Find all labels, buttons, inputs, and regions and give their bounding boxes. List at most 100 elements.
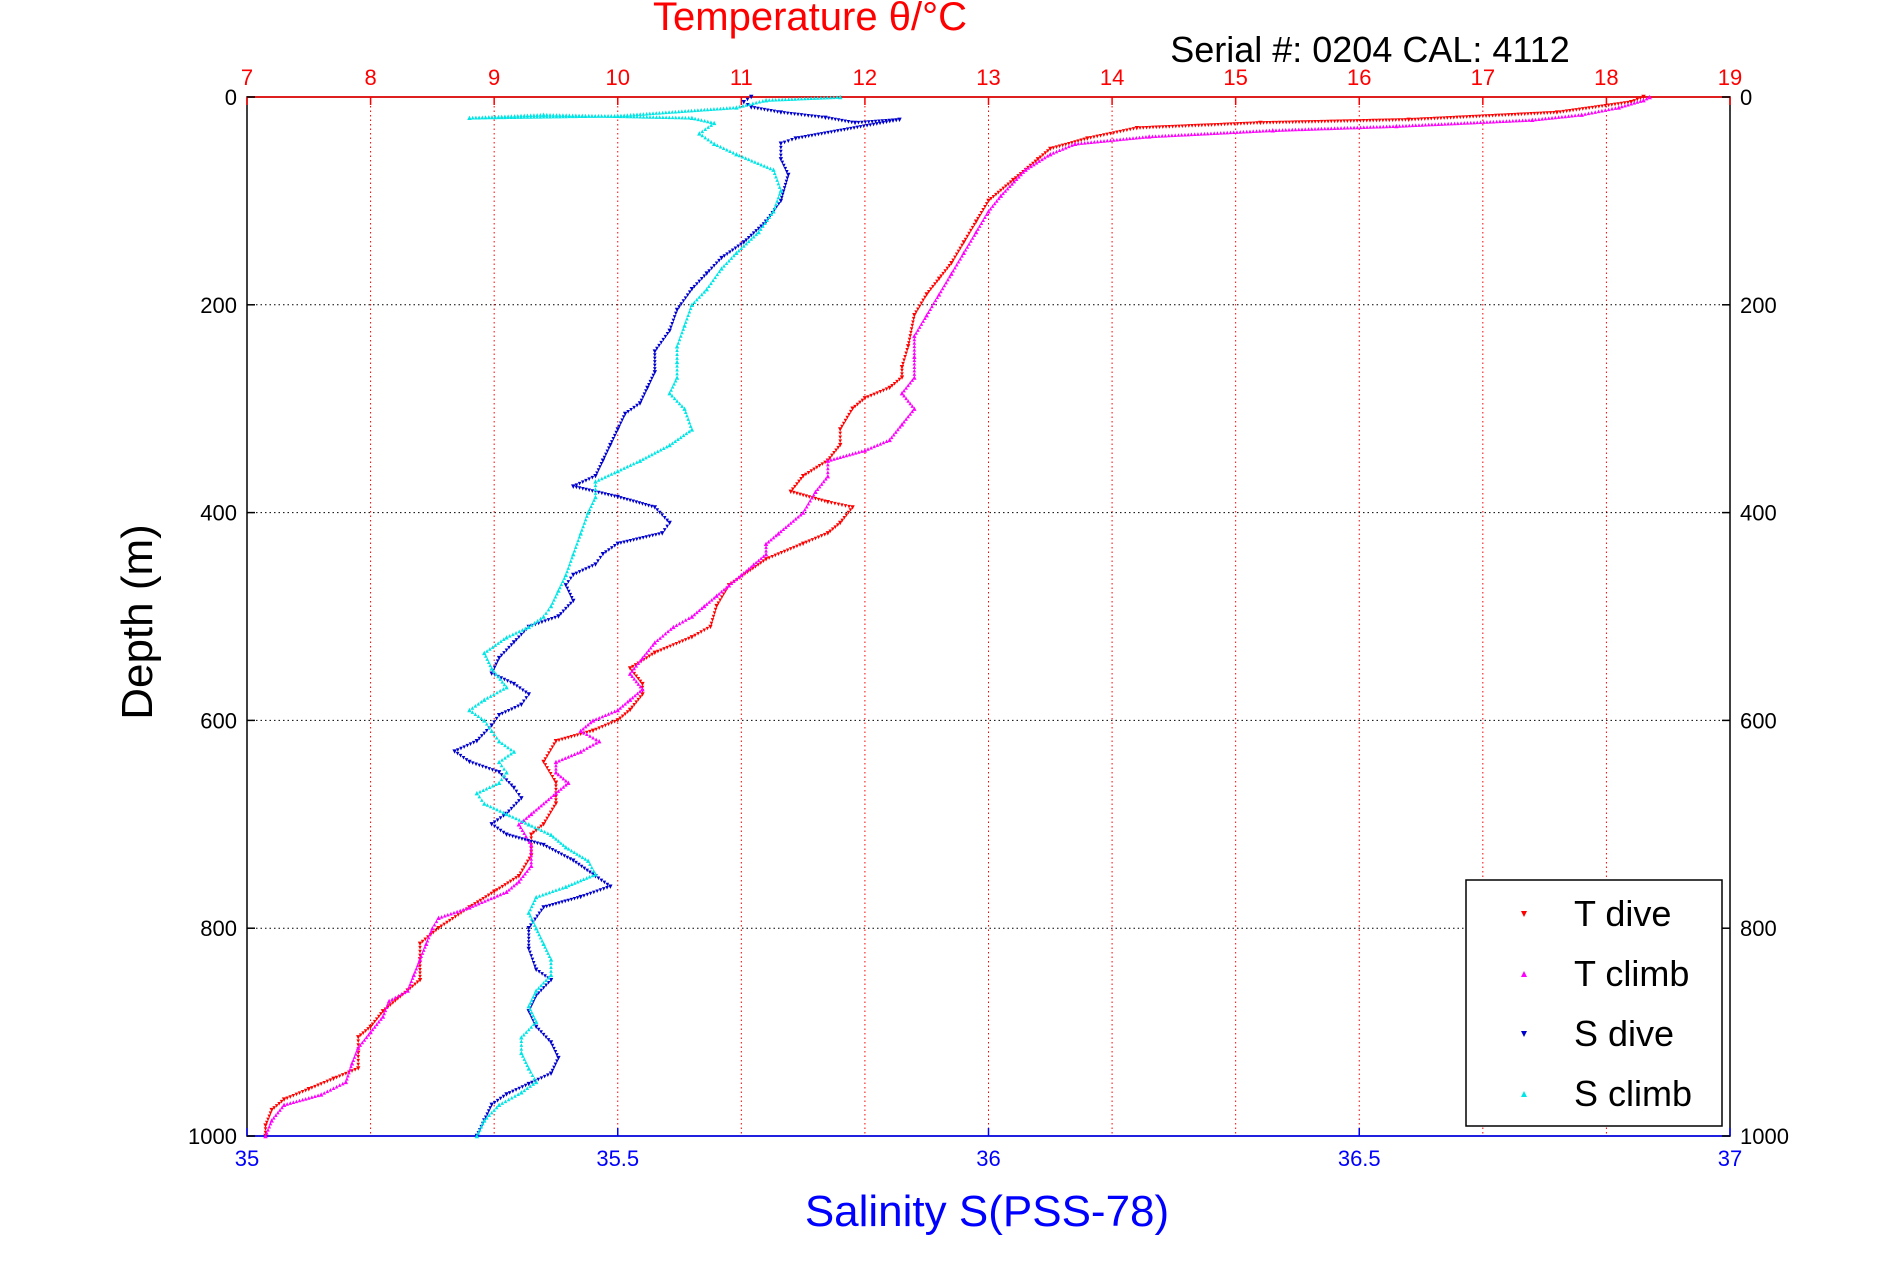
data-point bbox=[588, 734, 592, 738]
data-point bbox=[912, 333, 917, 339]
data-point bbox=[560, 737, 564, 742]
data-point bbox=[569, 897, 574, 902]
data-point bbox=[563, 884, 569, 889]
data-point bbox=[912, 368, 917, 373]
data-point bbox=[793, 517, 798, 521]
data-point bbox=[1108, 138, 1113, 143]
data-point bbox=[507, 887, 511, 892]
data-point bbox=[360, 1040, 365, 1045]
data-point bbox=[418, 967, 422, 972]
data-point bbox=[1173, 133, 1177, 137]
data-point bbox=[910, 409, 915, 414]
data-point bbox=[1397, 124, 1402, 128]
data-point bbox=[1553, 115, 1558, 120]
data-point bbox=[788, 547, 793, 551]
data-point bbox=[496, 655, 502, 661]
data-point bbox=[506, 115, 510, 120]
data-point bbox=[480, 798, 484, 802]
data-point bbox=[274, 1104, 279, 1108]
data-point bbox=[810, 538, 815, 542]
data-point bbox=[521, 874, 525, 879]
data-point bbox=[743, 156, 748, 160]
legend-label: T dive bbox=[1574, 893, 1671, 934]
data-point bbox=[634, 674, 639, 679]
data-point bbox=[1540, 117, 1544, 121]
data-point bbox=[1459, 121, 1463, 125]
data-point bbox=[1417, 123, 1421, 127]
data-point bbox=[539, 824, 543, 829]
data-point bbox=[1446, 121, 1450, 126]
data-point bbox=[1026, 166, 1031, 170]
data-point bbox=[600, 551, 606, 557]
data-point bbox=[1082, 137, 1087, 142]
data-point bbox=[603, 475, 607, 479]
data-point bbox=[606, 114, 610, 118]
data-point bbox=[379, 1012, 383, 1016]
data-point bbox=[941, 271, 945, 276]
data-point bbox=[489, 822, 494, 827]
data-point bbox=[513, 1094, 517, 1098]
data-point bbox=[560, 885, 565, 890]
data-point bbox=[1060, 143, 1065, 148]
data-point bbox=[1529, 112, 1533, 116]
data-point bbox=[683, 410, 688, 414]
data-point bbox=[1491, 119, 1496, 124]
data-point bbox=[967, 231, 971, 236]
data-point bbox=[833, 117, 838, 122]
data-point bbox=[635, 403, 639, 408]
data-point bbox=[596, 559, 600, 563]
data-point bbox=[634, 664, 639, 668]
data-point bbox=[1205, 131, 1210, 136]
data-point bbox=[547, 813, 551, 818]
data-point bbox=[969, 239, 973, 243]
data-point bbox=[1313, 120, 1317, 124]
data-point bbox=[1355, 119, 1359, 123]
data-point bbox=[590, 475, 595, 480]
data-point bbox=[306, 1087, 311, 1092]
data-point bbox=[1180, 124, 1185, 129]
data-point bbox=[1429, 116, 1434, 121]
data-point bbox=[1167, 125, 1172, 129]
data-point bbox=[912, 358, 917, 363]
data-point bbox=[1500, 113, 1504, 118]
data-point bbox=[1613, 102, 1617, 107]
data-point bbox=[623, 712, 627, 716]
data-point bbox=[380, 1009, 386, 1014]
data-point bbox=[669, 388, 673, 392]
data-point bbox=[875, 122, 879, 126]
data-point bbox=[677, 640, 682, 645]
data-point bbox=[783, 166, 788, 171]
data-point bbox=[402, 990, 407, 995]
data-point bbox=[664, 115, 668, 120]
data-point bbox=[487, 1113, 492, 1118]
data-point bbox=[659, 340, 663, 345]
data-point bbox=[862, 448, 868, 453]
data-point bbox=[990, 204, 995, 208]
data-point bbox=[588, 870, 592, 875]
data-point bbox=[838, 439, 842, 443]
data-point bbox=[965, 245, 970, 249]
data-point bbox=[670, 385, 675, 389]
data-point bbox=[1539, 111, 1543, 116]
data-point bbox=[553, 759, 559, 765]
data-point bbox=[638, 112, 642, 116]
data-point bbox=[563, 583, 569, 588]
data-point bbox=[615, 494, 620, 500]
data-point bbox=[632, 677, 637, 681]
data-point bbox=[687, 309, 692, 314]
data-point bbox=[1355, 125, 1360, 130]
data-point bbox=[912, 312, 917, 318]
data-point bbox=[529, 850, 534, 854]
depth-tick-label-right: 400 bbox=[1740, 501, 1777, 526]
data-point bbox=[1345, 125, 1350, 130]
data-point bbox=[510, 1095, 514, 1100]
data-point bbox=[806, 113, 811, 118]
data-point bbox=[551, 114, 556, 119]
data-point bbox=[1388, 124, 1392, 129]
data-point bbox=[996, 196, 1001, 201]
data-point bbox=[481, 896, 485, 901]
data-point bbox=[976, 216, 980, 221]
data-point bbox=[711, 120, 717, 126]
x-axis-label: Salinity S(PSS-78) bbox=[805, 1187, 1169, 1236]
data-point bbox=[522, 1088, 527, 1093]
